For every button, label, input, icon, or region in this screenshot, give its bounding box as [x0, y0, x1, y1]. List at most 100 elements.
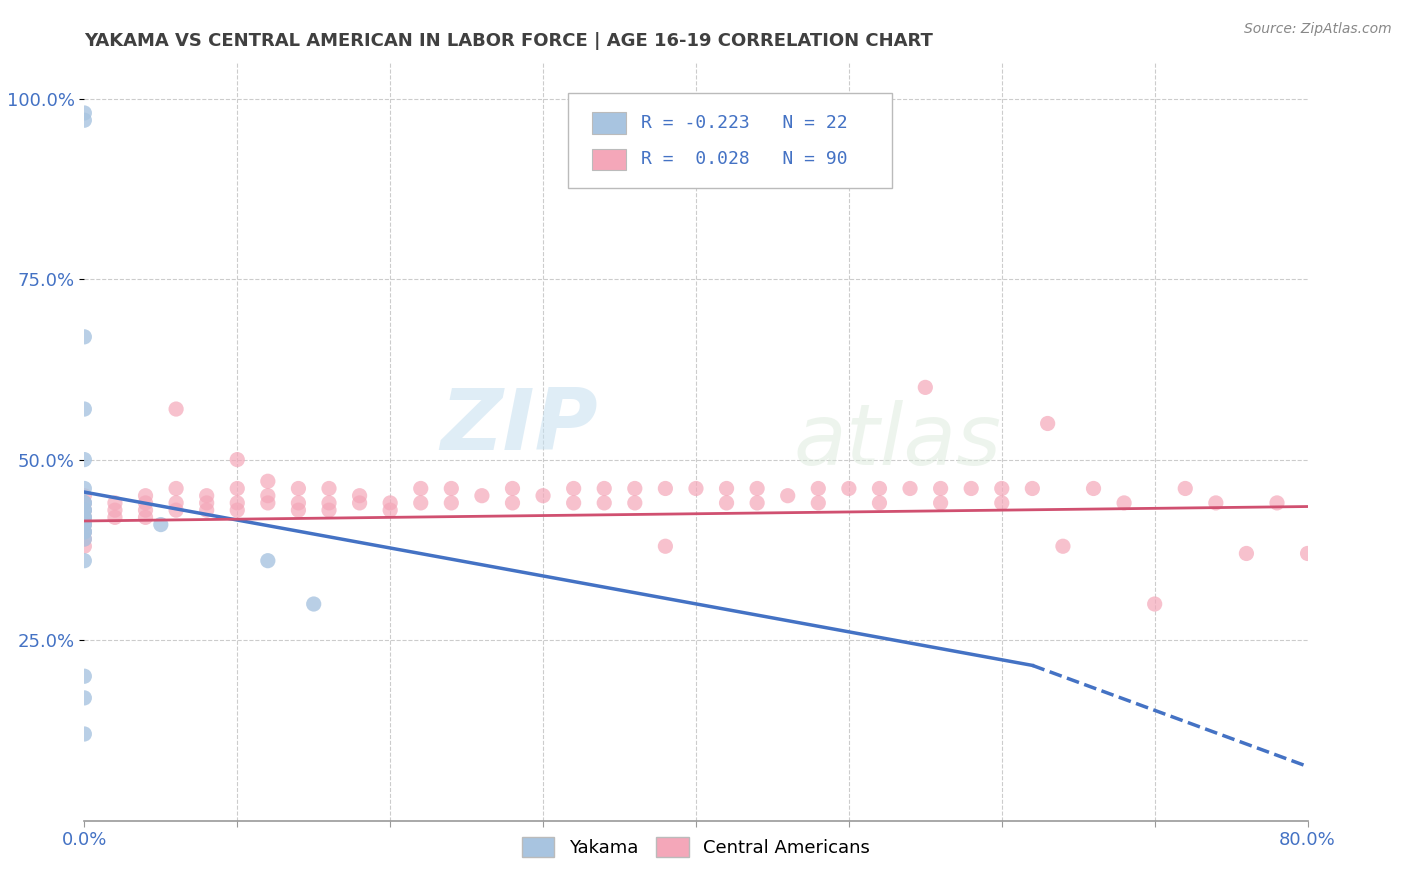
Point	[73, 496, 96, 510]
Point	[869, 496, 891, 510]
Point	[1143, 597, 1166, 611]
Point	[73, 669, 96, 683]
Point	[104, 510, 127, 524]
Point	[226, 482, 249, 496]
Point	[593, 496, 616, 510]
Point	[1036, 417, 1059, 431]
Point	[318, 503, 340, 517]
Point	[1021, 482, 1043, 496]
Point	[257, 475, 280, 489]
Point	[73, 482, 96, 496]
Point	[73, 503, 96, 517]
Point	[409, 482, 432, 496]
Point	[898, 482, 921, 496]
Legend: Yakama, Central Americans: Yakama, Central Americans	[515, 830, 877, 864]
Point	[318, 496, 340, 510]
Text: R =  0.028   N = 90: R = 0.028 N = 90	[641, 151, 848, 169]
Point	[73, 489, 96, 503]
Point	[562, 496, 585, 510]
Point	[73, 517, 96, 532]
Point	[73, 113, 96, 128]
Text: YAKAMA VS CENTRAL AMERICAN IN LABOR FORCE | AGE 16-19 CORRELATION CHART: YAKAMA VS CENTRAL AMERICAN IN LABOR FORC…	[84, 32, 934, 50]
Point	[73, 452, 96, 467]
Point	[287, 482, 309, 496]
Point	[73, 330, 96, 344]
Point	[991, 482, 1014, 496]
Point	[654, 539, 676, 553]
Point	[502, 496, 524, 510]
Point	[562, 482, 585, 496]
Point	[502, 482, 524, 496]
Point	[73, 517, 96, 532]
Point	[195, 503, 218, 517]
Point	[165, 482, 187, 496]
Point	[226, 452, 249, 467]
Point	[73, 690, 96, 705]
Point	[302, 597, 325, 611]
Point	[165, 496, 187, 510]
Point	[914, 380, 936, 394]
Point	[716, 482, 738, 496]
Point	[73, 402, 96, 417]
Point	[135, 510, 157, 524]
Point	[165, 402, 187, 417]
Point	[165, 503, 187, 517]
Point	[409, 496, 432, 510]
Point	[960, 482, 983, 496]
Point	[287, 496, 309, 510]
Point	[747, 482, 769, 496]
Point	[257, 489, 280, 503]
Point	[624, 482, 647, 496]
Point	[838, 482, 860, 496]
Point	[685, 482, 707, 496]
Point	[73, 532, 96, 546]
Point	[135, 489, 157, 503]
Point	[929, 496, 952, 510]
Point	[73, 524, 96, 539]
Point	[226, 503, 249, 517]
Point	[349, 496, 371, 510]
Text: ZIP: ZIP	[440, 384, 598, 468]
Point	[73, 524, 96, 539]
Point	[471, 489, 494, 503]
Point	[440, 482, 463, 496]
Point	[1205, 496, 1227, 510]
Point	[349, 489, 371, 503]
Point	[991, 496, 1014, 510]
Point	[73, 503, 96, 517]
Point	[73, 510, 96, 524]
Point	[776, 489, 799, 503]
Point	[440, 496, 463, 510]
Point	[807, 496, 830, 510]
Point	[1265, 496, 1288, 510]
Point	[149, 517, 172, 532]
FancyBboxPatch shape	[592, 149, 626, 170]
Point	[73, 727, 96, 741]
Point	[195, 489, 218, 503]
Point	[73, 532, 96, 546]
Point	[1052, 539, 1074, 553]
Point	[531, 489, 554, 503]
Point	[1114, 496, 1136, 510]
Point	[1174, 482, 1197, 496]
Point	[73, 503, 96, 517]
Point	[716, 496, 738, 510]
Point	[1236, 546, 1258, 560]
Text: R = -0.223   N = 22: R = -0.223 N = 22	[641, 114, 848, 132]
Point	[869, 482, 891, 496]
Point	[380, 496, 402, 510]
Point	[257, 554, 280, 568]
Point	[73, 517, 96, 532]
Point	[73, 539, 96, 553]
Point	[929, 482, 952, 496]
Text: atlas: atlas	[794, 400, 1002, 483]
Point	[73, 524, 96, 539]
Point	[747, 496, 769, 510]
Point	[593, 482, 616, 496]
FancyBboxPatch shape	[592, 112, 626, 134]
Point	[73, 496, 96, 510]
Point	[380, 503, 402, 517]
Point	[257, 496, 280, 510]
Point	[73, 510, 96, 524]
Point	[73, 554, 96, 568]
